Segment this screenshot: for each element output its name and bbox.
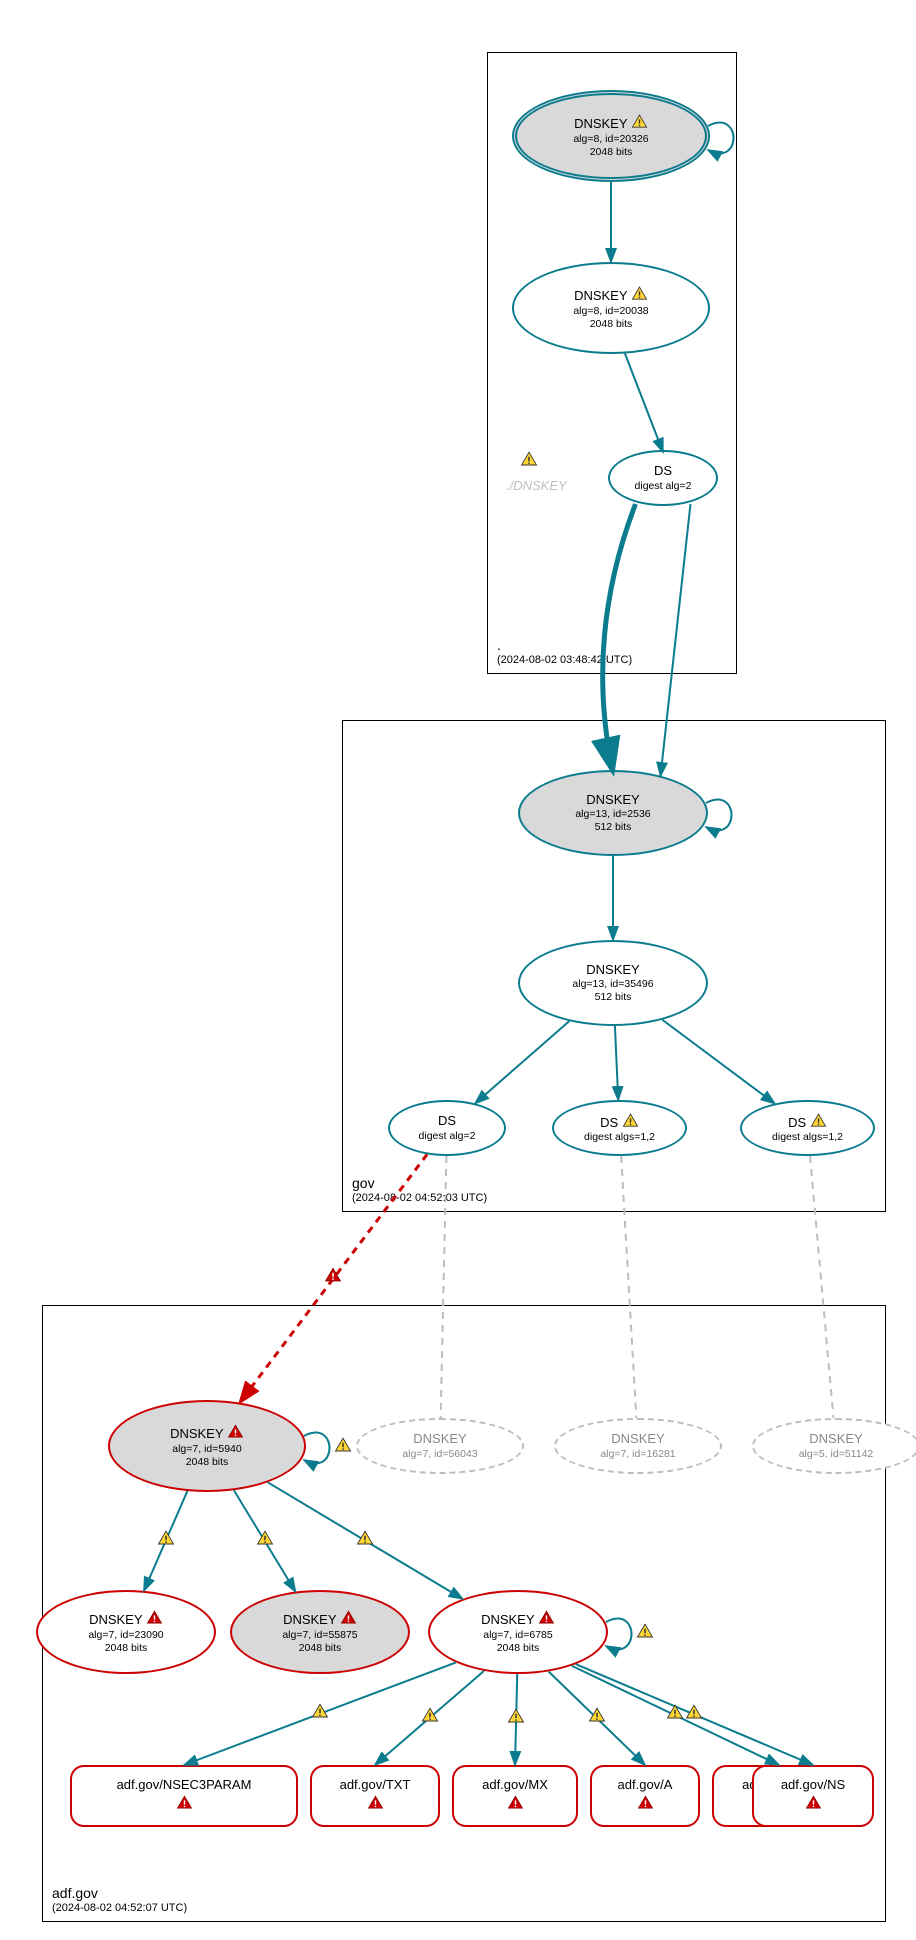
error-icon bbox=[146, 1609, 163, 1626]
diagram-canvas: .(2024-08-02 03:48:42 UTC)gov(2024-08-02… bbox=[0, 0, 916, 1940]
node-title: DNSKEY bbox=[586, 792, 639, 807]
node-line: 512 bits bbox=[595, 991, 632, 1004]
node-title: DNSKEY bbox=[574, 288, 627, 303]
dnskey_adf_g2: DNSKEY alg=7, id=16281 bbox=[554, 1418, 722, 1474]
warning-icon bbox=[666, 1703, 684, 1726]
rr-label: adf.gov/NS bbox=[781, 1777, 845, 1794]
rr_txt: adf.gov/TXT bbox=[310, 1765, 440, 1827]
dnskey_adf_2: DNSKEY alg=7, id=230902048 bits bbox=[36, 1590, 216, 1674]
rr-label: adf.gov/MX bbox=[482, 1777, 548, 1794]
rr-label: adf.gov/NSEC3PARAM bbox=[117, 1777, 252, 1794]
warning-icon bbox=[507, 1707, 525, 1730]
zone-timestamp: (2024-08-02 03:48:42 UTC) bbox=[497, 654, 632, 666]
node-title: DS bbox=[788, 1115, 806, 1130]
ds_gov_2: DS digest algs=1,2 bbox=[552, 1100, 687, 1156]
node-title: DNSKEY bbox=[611, 1431, 664, 1446]
node-title: DNSKEY bbox=[586, 962, 639, 977]
ghost-dnskey-label: ./DNSKEY bbox=[506, 478, 567, 493]
node-title: DNSKEY bbox=[481, 1612, 534, 1627]
warning-icon bbox=[631, 285, 648, 302]
node-line: alg=7, id=5940 bbox=[172, 1443, 241, 1456]
ds_gov_1: DS digest alg=2 bbox=[388, 1100, 506, 1156]
warning-icon bbox=[311, 1702, 329, 1725]
node-title: DNSKEY bbox=[574, 116, 627, 131]
warning-icon bbox=[157, 1529, 175, 1552]
node-line: digest algs=1,2 bbox=[584, 1131, 655, 1144]
node-line: 2048 bits bbox=[590, 318, 633, 331]
node-line: 512 bits bbox=[595, 821, 632, 834]
rr-label: adf.gov/A bbox=[618, 1777, 673, 1794]
node-line: alg=7, id=23090 bbox=[88, 1629, 163, 1642]
node-line: 2048 bits bbox=[590, 146, 633, 159]
node-line: alg=13, id=2536 bbox=[575, 808, 650, 821]
warning-icon bbox=[421, 1706, 439, 1729]
warning-icon bbox=[631, 113, 648, 130]
node-line: alg=13, id=35496 bbox=[572, 978, 653, 991]
node-line: alg=7, id=6785 bbox=[483, 1629, 552, 1642]
node-line: alg=7, id=55875 bbox=[282, 1629, 357, 1642]
warning-icon bbox=[636, 1622, 654, 1645]
error-icon bbox=[507, 1794, 524, 1816]
node-title: DS bbox=[438, 1113, 456, 1128]
dnskey_gov_1: DNSKEYalg=13, id=2536512 bits bbox=[518, 770, 708, 856]
rr-label: adf.gov/TXT bbox=[340, 1777, 411, 1794]
warning-icon bbox=[622, 1112, 639, 1129]
node-line: alg=5, id=51142 bbox=[799, 1448, 874, 1461]
node-title: DNSKEY bbox=[89, 1612, 142, 1627]
warning-icon bbox=[588, 1706, 606, 1729]
node-line: digest alg=2 bbox=[635, 480, 692, 493]
rr_ns: adf.gov/NS bbox=[752, 1765, 874, 1827]
warning-icon bbox=[810, 1112, 827, 1129]
node-title: DNSKEY bbox=[413, 1431, 466, 1446]
warning-icon bbox=[334, 1436, 352, 1459]
dnskey_gov_2: DNSKEYalg=13, id=35496512 bits bbox=[518, 940, 708, 1026]
dnskey_adf_g1: DNSKEY alg=7, id=56043 bbox=[356, 1418, 524, 1474]
rr_a: adf.gov/A bbox=[590, 1765, 700, 1827]
dnskey_adf_3: DNSKEY alg=7, id=558752048 bits bbox=[230, 1590, 410, 1674]
error-icon bbox=[340, 1609, 357, 1626]
error-icon bbox=[176, 1794, 193, 1816]
zone-label: adf.gov bbox=[52, 1885, 98, 1901]
node-line: alg=8, id=20326 bbox=[573, 133, 648, 146]
error-icon bbox=[805, 1794, 822, 1816]
ds_gov_3: DS digest algs=1,2 bbox=[740, 1100, 875, 1156]
rr_nsec: adf.gov/NSEC3PARAM bbox=[70, 1765, 298, 1827]
node-title: DS bbox=[600, 1115, 618, 1130]
node-title: DNSKEY bbox=[809, 1431, 862, 1446]
error-icon bbox=[637, 1794, 654, 1816]
error-icon bbox=[367, 1794, 384, 1816]
dnskey_root_2: DNSKEY alg=8, id=200382048 bits bbox=[512, 262, 710, 354]
node-title: DNSKEY bbox=[170, 1426, 223, 1441]
node-line: alg=7, id=16281 bbox=[600, 1448, 675, 1461]
zone-label: . bbox=[497, 637, 501, 653]
error-icon bbox=[324, 1266, 342, 1289]
node-line: alg=8, id=20038 bbox=[573, 305, 648, 318]
node-line: digest alg=2 bbox=[419, 1130, 476, 1143]
dnskey_adf_4: DNSKEY alg=7, id=67852048 bits bbox=[428, 1590, 608, 1674]
node-title: DNSKEY bbox=[283, 1612, 336, 1627]
node-line: alg=7, id=56043 bbox=[402, 1448, 477, 1461]
zone-timestamp: (2024-08-02 04:52:03 UTC) bbox=[352, 1192, 487, 1204]
dnskey_adf_g3: DNSKEY alg=5, id=51142 bbox=[752, 1418, 916, 1474]
zone-label: gov bbox=[352, 1175, 375, 1191]
rr_mx: adf.gov/MX bbox=[452, 1765, 578, 1827]
error-icon bbox=[227, 1423, 244, 1440]
warning-icon bbox=[356, 1529, 374, 1552]
node-line: digest algs=1,2 bbox=[772, 1131, 843, 1144]
zone-timestamp: (2024-08-02 04:52:07 UTC) bbox=[52, 1902, 187, 1914]
node-line: 2048 bits bbox=[105, 1642, 148, 1655]
node-title: DS bbox=[654, 463, 672, 478]
dnskey_adf_1: DNSKEY alg=7, id=59402048 bits bbox=[108, 1400, 306, 1492]
warning-icon bbox=[256, 1529, 274, 1552]
node-line: 2048 bits bbox=[186, 1456, 229, 1469]
dnskey_root_1: DNSKEY alg=8, id=203262048 bits bbox=[512, 90, 710, 182]
warning-icon bbox=[520, 450, 538, 473]
node-line: 2048 bits bbox=[497, 1642, 540, 1655]
error-icon bbox=[538, 1609, 555, 1626]
ds_root: DS digest alg=2 bbox=[608, 450, 718, 506]
node-line: 2048 bits bbox=[299, 1642, 342, 1655]
warning-icon bbox=[685, 1703, 703, 1726]
